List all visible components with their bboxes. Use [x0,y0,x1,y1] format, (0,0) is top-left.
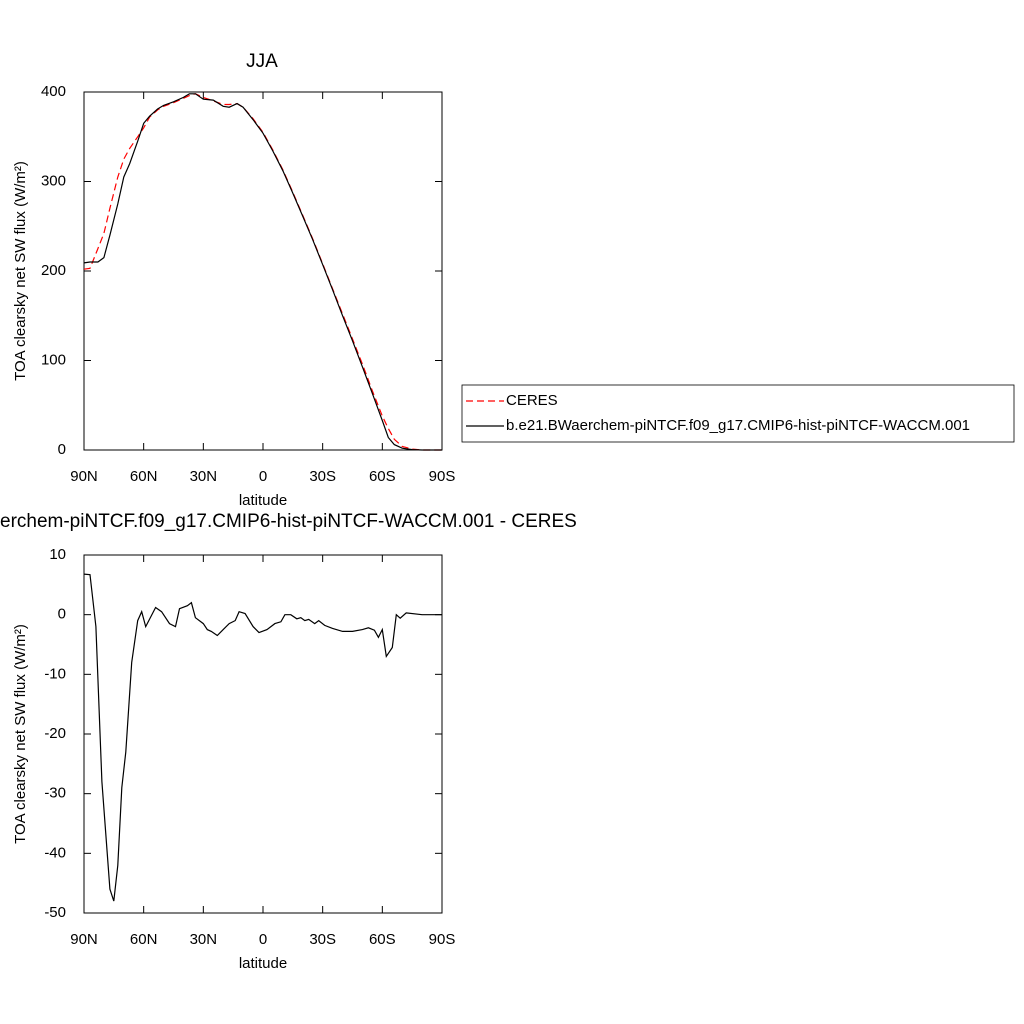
x-tick-label: 90S [429,931,456,948]
x-tick-label: 60S [369,468,396,485]
x-axis-label: latitude [239,492,287,509]
data-line [83,93,442,451]
chart-title: JJA [246,51,278,72]
y-tick-label: 200 [41,262,66,279]
chart-title: erchem-piNTCF.f09_g17.CMIP6-hist-piNTCF-… [0,511,577,532]
x-tick-label: 60N [130,931,158,948]
y-tick-label: 400 [41,83,66,100]
x-axis-label: latitude [239,955,287,972]
x-tick-label: 30N [190,468,218,485]
y-tick-label: 100 [41,351,66,368]
y-tick-label: 0 [58,606,66,623]
x-tick-label: 90S [429,468,456,485]
legend-label: CERES [506,392,558,409]
x-tick-label: 30N [190,931,218,948]
y-tick-label: -20 [44,725,66,742]
x-tick-label: 90N [70,931,98,948]
x-tick-label: 60N [130,468,158,485]
x-tick-label: 30S [309,468,336,485]
y-tick-label: 0 [58,441,66,458]
plot-frame [83,554,443,914]
x-tick-label: 90N [70,468,98,485]
y-axis-label: TOA clearsky net SW flux (W/m²) [12,624,29,844]
x-tick-label: 30S [309,931,336,948]
y-tick-label: -40 [44,844,66,861]
y-tick-label: -10 [44,665,66,682]
y-tick-label: -50 [44,904,66,921]
x-tick-label: 0 [259,468,267,485]
data-line [83,573,442,902]
plot-frame [83,91,443,451]
y-tick-label: 10 [49,546,66,563]
x-tick-label: 60S [369,931,396,948]
y-tick-label: -30 [44,785,66,802]
x-tick-label: 0 [259,931,267,948]
y-tick-label: 300 [41,172,66,189]
legend-box [461,384,1015,443]
legend-label: b.e21.BWaerchem-piNTCF.f09_g17.CMIP6-his… [506,417,970,434]
y-axis-label: TOA clearsky net SW flux (W/m²) [12,161,29,381]
data-line [83,93,442,451]
